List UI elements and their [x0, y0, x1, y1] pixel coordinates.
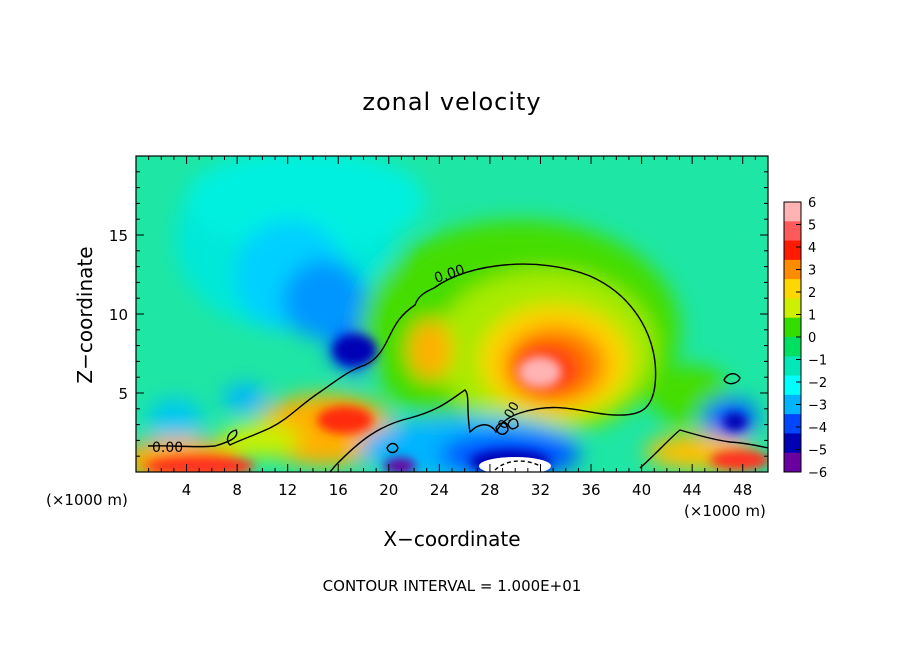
contour-negative-dashed — [494, 460, 541, 471]
colorbar-swatch — [784, 202, 801, 222]
colorbar-tick-label: 0 — [808, 331, 816, 346]
colorbar-swatch — [784, 279, 801, 299]
contour-zero-small — [507, 418, 519, 430]
colorbar-swatch — [784, 298, 801, 319]
colorbar-swatch — [784, 414, 801, 434]
colorbar-swatch — [784, 221, 801, 242]
x-tick-label: 20 — [379, 481, 398, 499]
x-axis-label: X−coordinate — [383, 527, 521, 551]
x-tick-label: 40 — [632, 481, 651, 499]
contour-zero-dome — [147, 287, 435, 448]
colorbar-swatch — [784, 433, 801, 454]
colorbar-tick-label: −3 — [808, 399, 827, 414]
colorbar-tick-label: −1 — [808, 354, 827, 369]
colorbar-swatch — [784, 317, 801, 338]
zero-contours — [147, 263, 768, 472]
field-blob — [723, 413, 747, 431]
colorbar-tick-label: 2 — [808, 286, 816, 301]
field-blob — [518, 356, 562, 388]
colorbar-swatch — [784, 394, 801, 415]
field-blob — [710, 450, 768, 470]
colorbar-tick-label: 6 — [808, 196, 816, 211]
colorbar-tick-label: 3 — [808, 264, 816, 279]
x-tick-label: 16 — [329, 481, 348, 499]
field-blob — [317, 406, 373, 434]
x-axis: 4 8 12 16 20 24 28 32 36 40 44 48 — [148, 156, 756, 499]
colorbar-swatch — [784, 452, 801, 473]
colorbar-swatch — [784, 240, 801, 261]
colorbar-swatch — [784, 356, 801, 377]
y-tick-label: 15 — [109, 227, 128, 245]
field-blob — [185, 156, 425, 250]
contour-zero-surface — [639, 429, 768, 469]
heatmap-field: 0.00 0.00 0.00 — [136, 156, 768, 472]
field-blob — [408, 320, 452, 380]
y-axis-label: Z−coordinate — [73, 246, 97, 384]
x-tick-label: 4 — [182, 481, 192, 499]
contour-zero-dome — [329, 263, 657, 472]
x-unit-label: (×1000 m) — [684, 502, 766, 520]
colorbar-tick-label: 4 — [808, 241, 816, 256]
contour-zero-small — [723, 373, 741, 385]
x-tick-label: 48 — [733, 481, 752, 499]
contour-zero-small — [495, 422, 509, 435]
x-tick-label: 24 — [430, 481, 449, 499]
x-tick-label: 44 — [683, 481, 702, 499]
colorbar-tick-label: −5 — [808, 444, 827, 459]
x-tick-label: 28 — [480, 481, 499, 499]
colorbar-swatch — [784, 337, 801, 357]
field-blob — [223, 384, 267, 412]
colorbar-tick-label: 5 — [808, 219, 816, 234]
field-blob — [147, 398, 203, 442]
y-tick-label: 10 — [109, 306, 128, 324]
field-blob — [220, 422, 300, 458]
colorbar-tick-label: −4 — [808, 421, 827, 436]
y-axis: 5 10 15 — [109, 171, 768, 457]
colorbar-tick-label: −2 — [808, 376, 827, 391]
colorbar-swatch — [784, 259, 801, 280]
field-blob — [384, 458, 416, 472]
field-blob — [333, 334, 377, 366]
colorbar-tick-label: 1 — [808, 309, 816, 324]
x-tick-label: 8 — [232, 481, 242, 499]
contour-label: 0.00 — [152, 440, 183, 456]
contour-zero-small — [386, 442, 399, 454]
x-tick-label: 12 — [278, 481, 297, 499]
field-blob — [145, 456, 255, 472]
field-blob — [283, 260, 367, 340]
x-unit-label: (×1000 m) — [46, 491, 128, 509]
y-tick-label: 5 — [118, 385, 128, 403]
contour-interval-note: CONTOUR INTERVAL = 1.000E+01 — [322, 577, 582, 595]
chart-title: zonal velocity — [362, 88, 542, 116]
x-tick-label: 32 — [531, 481, 550, 499]
x-tick-label: 36 — [581, 481, 600, 499]
colorbar-tick-label: −6 — [808, 466, 827, 481]
colorbar: 6 5 4 3 2 1 0 −1 −2 −3 −4 −5 −6 — [783, 196, 827, 481]
colorbar-swatch — [784, 375, 801, 396]
